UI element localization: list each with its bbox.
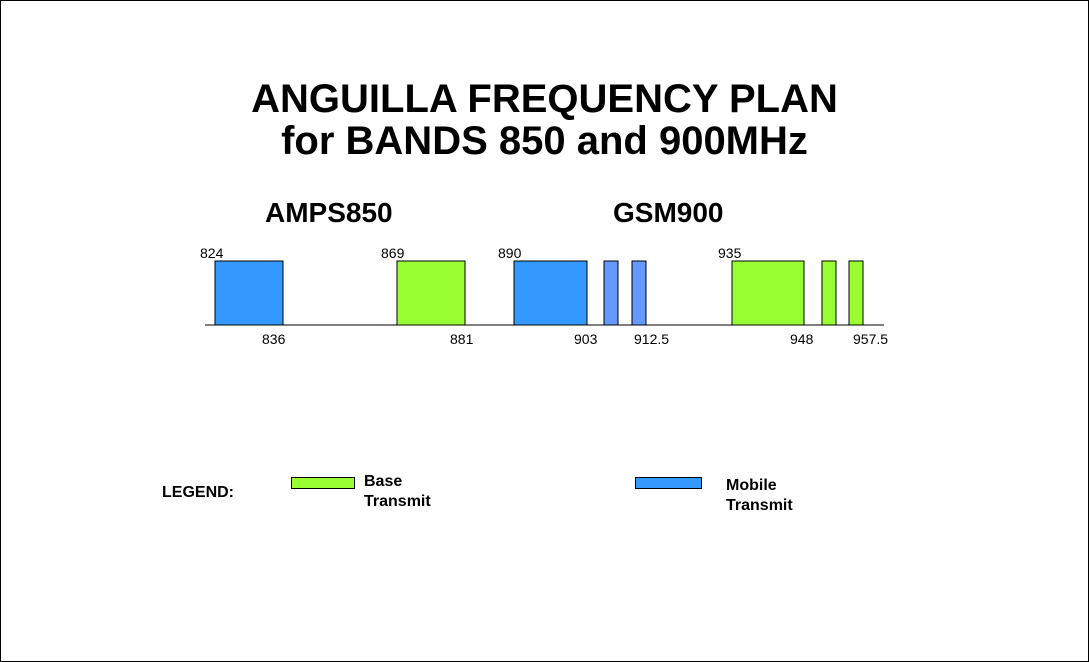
legend-mobile-label-line1: Mobile — [726, 477, 777, 494]
legend-title: LEGEND: — [162, 484, 234, 501]
title-line-1: ANGUILLA FREQUENCY PLAN — [251, 77, 838, 121]
gsm-mobile-ext-2-end-label: 912.5 — [634, 331, 669, 347]
legend-base-label-line2: Transmit — [364, 493, 431, 510]
gsm-mobile-ext-2-band — [631, 260, 647, 326]
bands-layer: 824 836 869 881 890 903 912.5 935 948 957.5 — [200, 245, 888, 347]
legend-base-swatch — [291, 477, 355, 489]
legend-base-label: Base Transmit — [364, 472, 431, 512]
frequency-diagram: 824 836 869 881 890 903 912.5 935 948 957.5 — [200, 245, 888, 347]
gsm-mobile-end-label: 903 — [574, 331, 598, 347]
section-label-gsm: GSM900 — [613, 197, 724, 228]
amps-mobile-end-label: 836 — [262, 331, 286, 347]
legend-mobile-swatch — [635, 477, 702, 489]
gsm-base-ext-1-band — [821, 260, 837, 326]
gsm-mobile-band — [513, 260, 588, 326]
gsm-base-end-label: 948 — [790, 331, 814, 347]
section-label-amps: AMPS850 — [265, 197, 393, 228]
amps-base-band — [396, 260, 466, 326]
amps-mobile-band — [214, 260, 284, 326]
legend-mobile-label-line2: Transmit — [726, 497, 793, 514]
gsm-mobile-ext-1-band — [603, 260, 619, 326]
amps-mobile-start-label: 824 — [200, 245, 224, 261]
gsm-base-start-label: 935 — [718, 245, 742, 261]
gsm-base-ext-2-band — [848, 260, 864, 326]
title-line-2: for BANDS 850 and 900MHz — [281, 119, 808, 163]
gsm-mobile-start-label: 890 — [498, 245, 522, 261]
amps-base-end-label: 881 — [450, 331, 474, 347]
gsm-base-ext-2-end-label: 957.5 — [853, 331, 888, 347]
amps-base-start-label: 869 — [381, 245, 405, 261]
legend-base-label-line1: Base — [364, 473, 403, 490]
gsm-base-band — [731, 260, 805, 326]
legend-mobile-label: Mobile Transmit — [726, 476, 793, 516]
